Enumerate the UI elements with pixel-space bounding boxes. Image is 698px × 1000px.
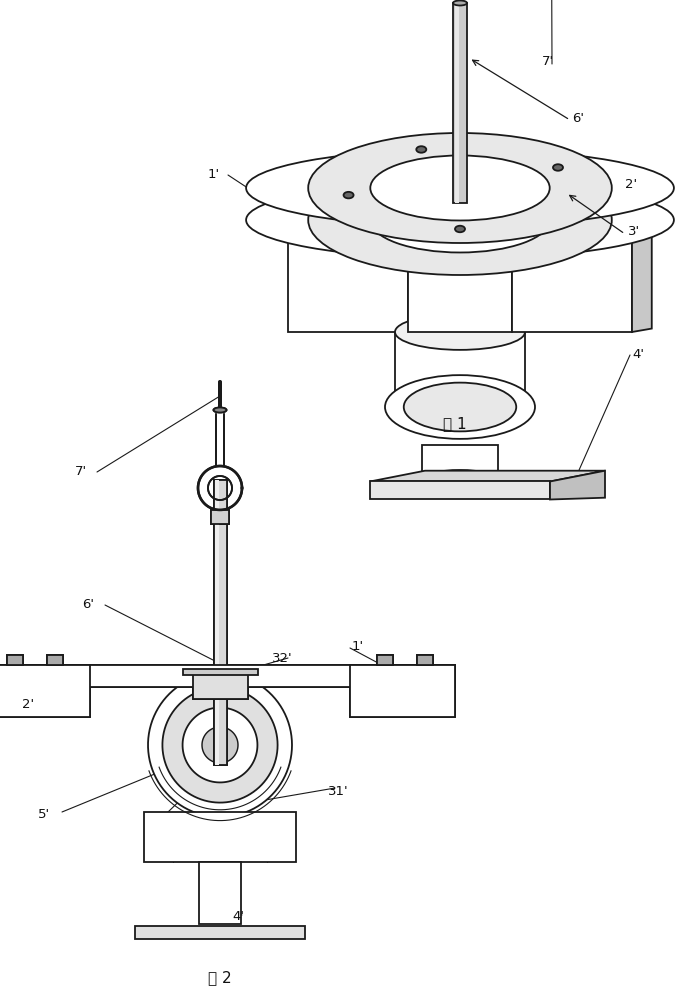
Bar [350,665,455,717]
Text: 7': 7' [75,465,87,478]
Bar [453,3,467,203]
Ellipse shape [246,149,674,227]
Bar [199,862,241,924]
Ellipse shape [246,181,674,259]
Bar [395,332,525,397]
Ellipse shape [403,383,517,431]
Bar [182,669,258,675]
Text: 7': 7' [542,55,554,68]
Bar [193,671,248,699]
Ellipse shape [343,192,354,198]
Ellipse shape [422,470,498,489]
Ellipse shape [453,0,467,5]
Bar [47,655,63,665]
Text: 3': 3' [628,225,640,238]
Ellipse shape [371,155,550,220]
Text: 6': 6' [572,112,584,125]
Bar [377,655,393,665]
Ellipse shape [322,138,598,238]
Ellipse shape [385,375,535,439]
Bar [214,480,219,765]
Bar [350,665,455,717]
Bar [0,665,455,687]
Polygon shape [512,217,652,228]
Ellipse shape [309,165,612,275]
Bar [214,480,226,765]
Polygon shape [322,188,598,270]
Polygon shape [408,217,532,228]
Polygon shape [632,217,652,332]
Ellipse shape [371,187,550,252]
Text: 图 1: 图 1 [443,416,467,431]
Polygon shape [408,228,512,332]
Polygon shape [163,687,278,803]
Bar [182,669,258,675]
Polygon shape [183,708,258,782]
Ellipse shape [309,133,612,243]
Text: 4': 4' [632,348,644,361]
Bar [0,665,455,687]
Ellipse shape [214,408,226,412]
Bar [417,655,433,665]
Bar [211,510,229,524]
Ellipse shape [553,164,563,171]
Polygon shape [370,471,605,482]
Ellipse shape [416,146,426,153]
Bar [135,926,305,939]
Ellipse shape [214,408,226,412]
Bar [0,665,90,717]
Bar [0,665,90,717]
Text: 4': 4' [232,910,244,923]
Polygon shape [512,228,632,332]
Bar [193,671,248,699]
Ellipse shape [322,170,598,270]
Polygon shape [480,190,526,332]
Bar [214,480,226,765]
Text: 5': 5' [38,808,50,821]
Bar [422,444,498,480]
Bar [214,480,219,765]
Polygon shape [288,228,408,332]
Bar [377,655,393,665]
Text: 2': 2' [22,698,34,711]
Text: 1': 1' [352,640,364,653]
Text: 31': 31' [328,785,348,798]
Bar [417,655,433,665]
Polygon shape [408,217,532,228]
Bar [47,655,63,665]
Polygon shape [550,471,605,499]
Polygon shape [148,673,292,817]
Text: 2': 2' [625,178,637,191]
Text: 1': 1' [208,168,220,181]
Bar [144,812,296,862]
Text: 32': 32' [272,652,292,665]
Polygon shape [202,727,238,763]
Bar [370,481,550,499]
Bar [7,655,23,665]
Polygon shape [288,217,428,228]
Ellipse shape [455,226,465,232]
Ellipse shape [395,314,525,350]
Text: 6': 6' [82,598,94,611]
Bar [211,510,229,524]
Bar [7,655,23,665]
Ellipse shape [395,379,525,415]
Text: 图 2: 图 2 [208,970,232,985]
Bar [455,3,459,203]
